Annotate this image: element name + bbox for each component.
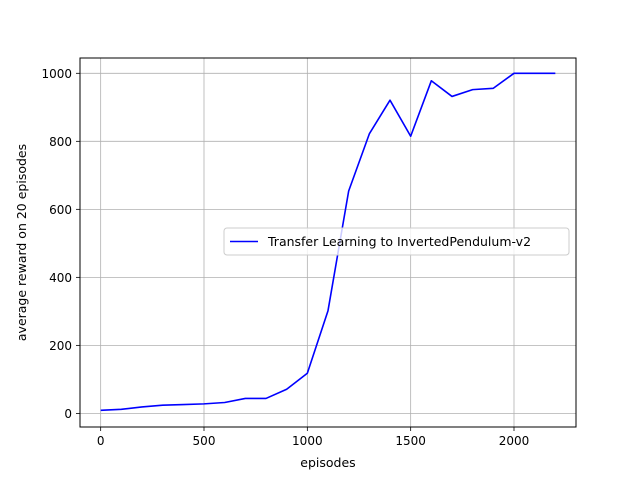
x-tick-label: 1000 [292,434,323,448]
x-axis-label: episodes [300,455,355,470]
x-axis-ticks: 0 500 1000 1500 2000 [97,427,529,448]
x-tick-label: 0 [97,434,105,448]
legend: Transfer Learning to InvertedPendulum-v2 [223,227,570,256]
y-tick-label: 1000 [41,67,72,81]
y-tick-label: 600 [49,203,72,217]
x-tick-label: 2000 [499,434,530,448]
series-line [100,72,556,412]
y-axis-label: average reward on 20 episodes [14,144,29,341]
y-tick-label: 200 [49,339,72,353]
y-tick-label: 800 [49,135,72,149]
legend-box [223,227,570,256]
series-layer [100,72,556,412]
y-axis-ticks: 0 200 400 600 800 1000 [41,67,80,421]
y-tick-label: 400 [49,271,72,285]
y-tick-label: 0 [64,407,72,421]
x-tick-label: 500 [193,434,216,448]
legend-label: Transfer Learning to InvertedPendulum-v2 [267,234,531,249]
x-tick-label: 1500 [395,434,426,448]
plot-frame [79,57,577,428]
